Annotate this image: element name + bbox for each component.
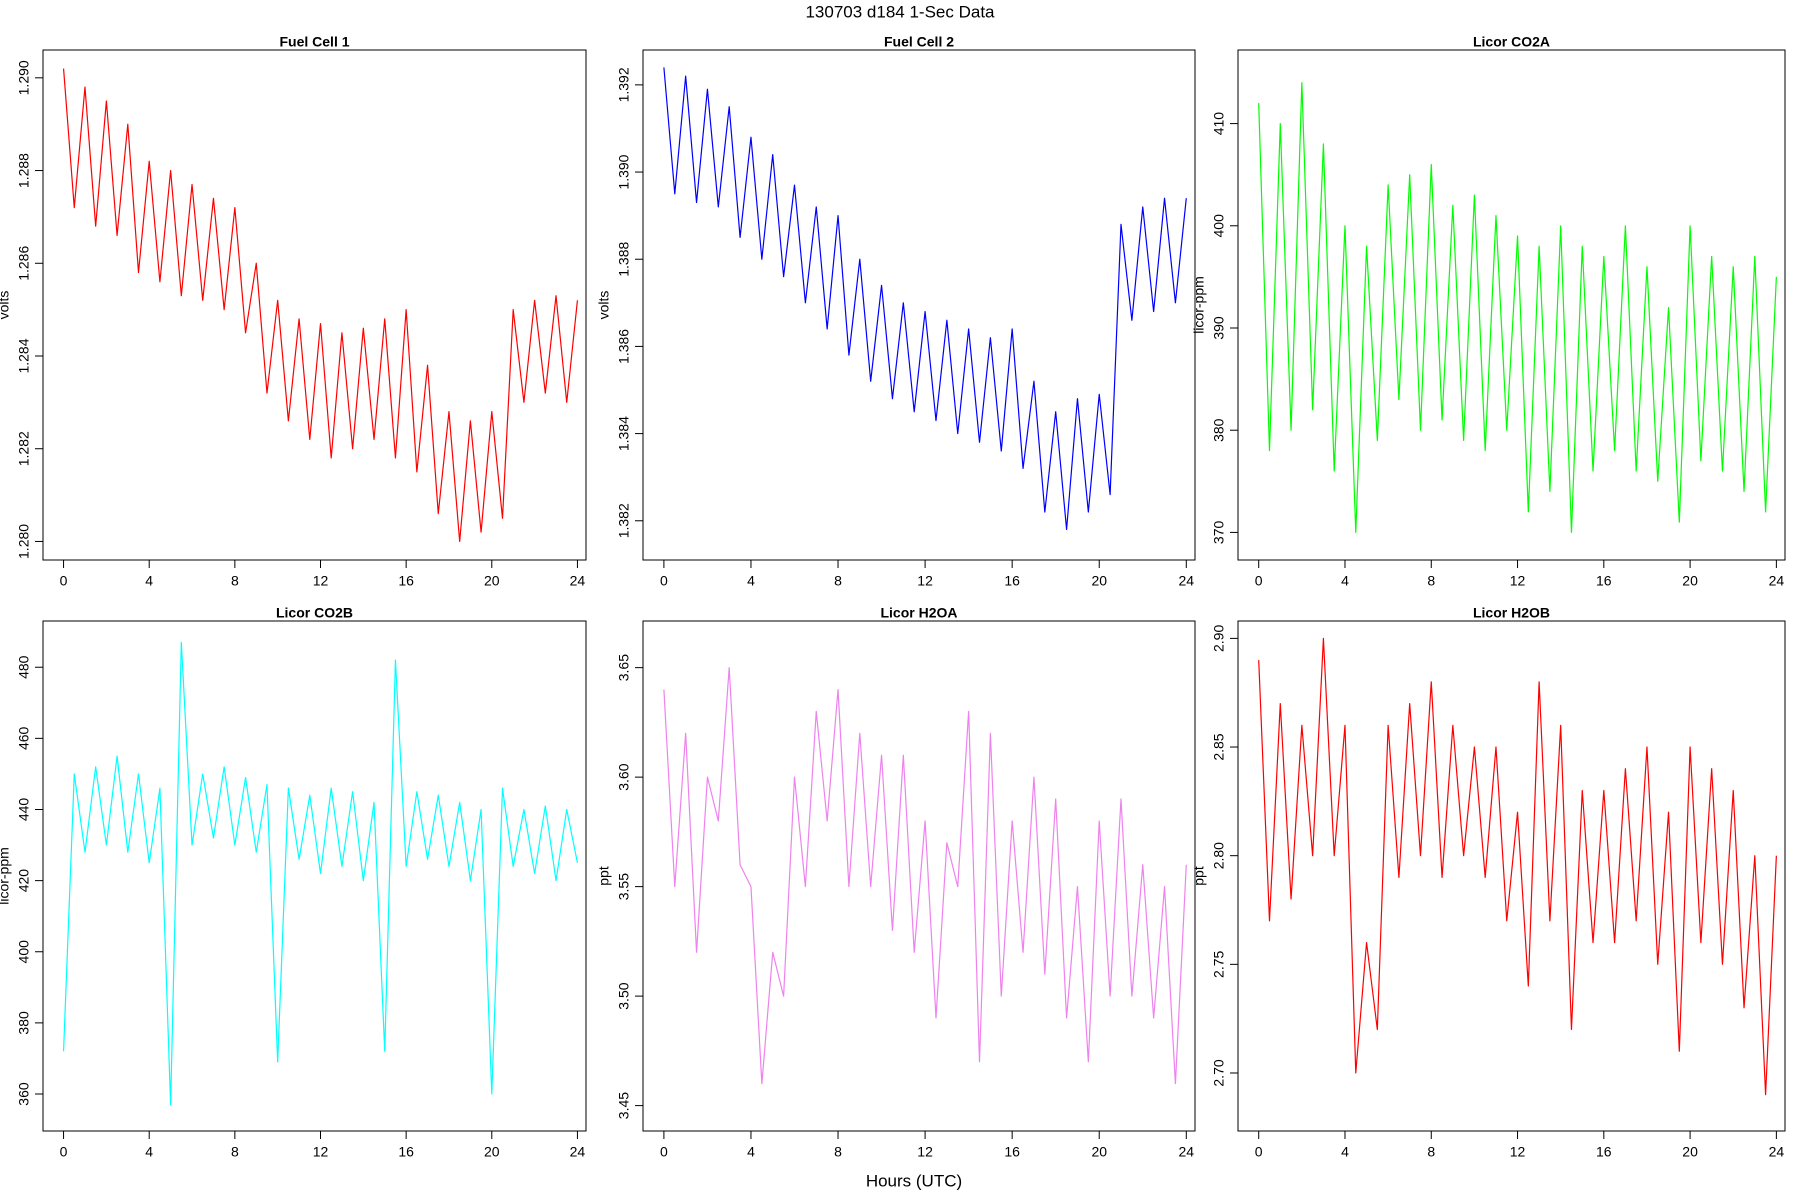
x-tick-label: 8 (231, 1144, 239, 1160)
series-line (62, 641, 579, 1106)
x-tick-label: 4 (1341, 1144, 1349, 1160)
series-line (1258, 637, 1777, 1096)
x-tick-label: 24 (1179, 1144, 1195, 1160)
y-tick-label: 1.290 (16, 60, 32, 95)
y-tick-label: 1.388 (616, 242, 632, 277)
y-tick-label: 390 (1211, 316, 1227, 340)
x-tick-label: 0 (660, 573, 668, 589)
x-tick-label: 16 (1596, 1144, 1612, 1160)
x-tick-label: 12 (313, 1144, 329, 1160)
panel-title: Licor CO2B (276, 605, 353, 621)
x-tick-label: 12 (1510, 573, 1526, 589)
y-tick-label: 420 (16, 869, 32, 893)
series-line (663, 67, 1187, 531)
y-axis-label: licor-ppm (1191, 276, 1207, 334)
x-tick-label: 12 (917, 573, 933, 589)
x-tick-label: 24 (1179, 573, 1195, 589)
y-tick-label: 410 (1211, 112, 1227, 136)
x-tick-label: 12 (313, 573, 329, 589)
y-tick-label: 1.284 (16, 338, 32, 373)
x-axis-label: Hours (UTC) (866, 1171, 962, 1190)
x-tick-label: 24 (1769, 1144, 1785, 1160)
x-tick-label: 20 (484, 573, 500, 589)
y-axis-label: volts (596, 291, 612, 320)
series-line (62, 68, 579, 543)
x-tick-label: 20 (1091, 573, 1107, 589)
y-tick-label: 1.288 (16, 153, 32, 188)
y-tick-label: 400 (1211, 214, 1227, 238)
x-tick-label: 20 (484, 1144, 500, 1160)
x-tick-label: 16 (1004, 1144, 1020, 1160)
x-tick-label: 12 (917, 1144, 933, 1160)
y-tick-label: 2.75 (1211, 950, 1227, 977)
x-tick-label: 16 (1596, 573, 1612, 589)
y-tick-label: 3.60 (616, 763, 632, 790)
x-tick-label: 20 (1091, 1144, 1107, 1160)
x-tick-label: 20 (1682, 573, 1698, 589)
x-tick-label: 4 (747, 1144, 755, 1160)
y-tick-label: 3.45 (616, 1092, 632, 1119)
x-tick-label: 8 (1427, 1144, 1435, 1160)
y-tick-label: 2.80 (1211, 842, 1227, 869)
y-axis-label: ppt (1191, 866, 1207, 886)
y-tick-label: 1.390 (616, 154, 632, 189)
x-tick-label: 4 (145, 1144, 153, 1160)
y-tick-label: 460 (16, 726, 32, 750)
y-tick-label: 3.50 (616, 982, 632, 1009)
x-tick-label: 0 (60, 573, 68, 589)
y-tick-label: 380 (16, 1011, 32, 1035)
series-line (663, 667, 1187, 1085)
y-tick-label: 3.65 (616, 654, 632, 681)
y-tick-label: 1.280 (16, 524, 32, 559)
y-tick-label: 360 (16, 1082, 32, 1106)
x-tick-label: 16 (398, 1144, 414, 1160)
y-axis-label: ppt (596, 866, 612, 886)
y-tick-label: 1.382 (616, 503, 632, 538)
x-tick-label: 4 (747, 573, 755, 589)
y-axis-label: licor-ppm (0, 847, 12, 905)
x-tick-label: 24 (1769, 573, 1785, 589)
panel-title: Fuel Cell 1 (279, 34, 349, 50)
y-tick-label: 2.85 (1211, 733, 1227, 760)
x-tick-label: 8 (834, 573, 842, 589)
chart-title: 130703 d184 1-Sec Data (805, 2, 995, 21)
x-tick-label: 0 (660, 1144, 668, 1160)
y-tick-label: 1.392 (616, 67, 632, 102)
series-line (1258, 82, 1777, 533)
panel-title: Licor H2OB (1473, 605, 1550, 621)
x-tick-label: 20 (1682, 1144, 1698, 1160)
panel-title: Licor CO2A (1473, 34, 1550, 50)
x-tick-label: 12 (1510, 1144, 1526, 1160)
x-tick-label: 4 (145, 573, 153, 589)
panel-title: Licor H2OA (880, 605, 957, 621)
y-axis-label: volts (0, 291, 12, 320)
x-tick-label: 4 (1341, 573, 1349, 589)
x-tick-label: 0 (60, 1144, 68, 1160)
x-tick-label: 24 (570, 573, 586, 589)
y-tick-label: 3.55 (616, 873, 632, 900)
x-tick-label: 24 (570, 1144, 586, 1160)
y-tick-label: 1.386 (616, 329, 632, 364)
x-tick-label: 8 (834, 1144, 842, 1160)
y-tick-label: 400 (16, 940, 32, 964)
y-tick-label: 480 (16, 655, 32, 679)
y-tick-label: 2.90 (1211, 625, 1227, 652)
y-tick-label: 2.70 (1211, 1059, 1227, 1086)
y-tick-label: 380 (1211, 418, 1227, 442)
panel-title: Fuel Cell 2 (884, 34, 954, 50)
y-tick-label: 440 (16, 798, 32, 822)
x-tick-label: 8 (231, 573, 239, 589)
y-tick-label: 370 (1211, 521, 1227, 545)
x-tick-label: 0 (1255, 573, 1263, 589)
y-tick-label: 1.282 (16, 431, 32, 466)
x-tick-label: 16 (1004, 573, 1020, 589)
x-tick-label: 8 (1427, 573, 1435, 589)
y-tick-label: 1.384 (616, 416, 632, 451)
y-tick-label: 1.286 (16, 246, 32, 281)
x-tick-label: 0 (1255, 1144, 1263, 1160)
x-tick-label: 16 (398, 573, 414, 589)
